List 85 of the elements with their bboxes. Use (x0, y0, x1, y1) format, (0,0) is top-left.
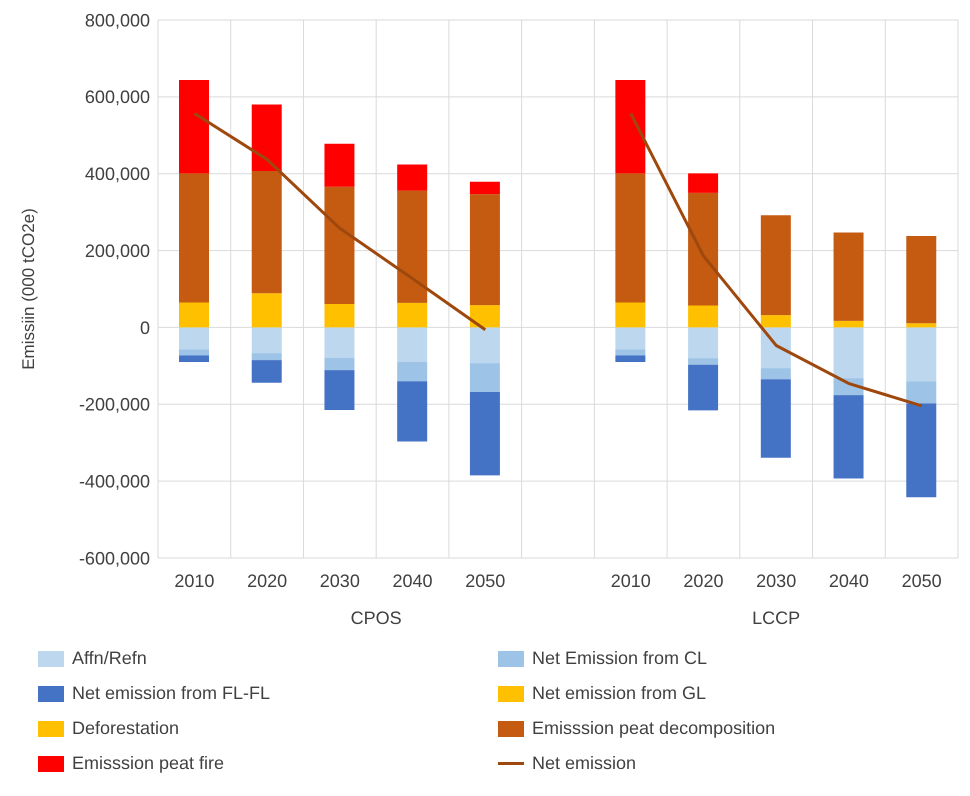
bar (760, 379, 791, 458)
y-tick-label: 600,000 (84, 87, 150, 108)
bar (252, 360, 282, 383)
bar (179, 355, 209, 362)
y-tick-label: -200,000 (78, 394, 150, 415)
bar (615, 355, 646, 362)
bar (397, 190, 428, 303)
bar (470, 392, 500, 476)
bar (470, 363, 500, 392)
text: LCCP (751, 608, 802, 629)
bar (615, 80, 646, 174)
bar (397, 302, 428, 328)
bar (760, 315, 791, 328)
legend-label: Net Emission from CL (532, 648, 708, 669)
bar (324, 358, 354, 370)
bar (615, 302, 646, 328)
x-tick-label: 2050 (465, 570, 506, 591)
bar (252, 171, 282, 294)
y-tick-label: 0 (140, 318, 150, 338)
y-tick-label: 800,000 (84, 10, 150, 30)
bar (179, 173, 209, 302)
x-tick-label: 2040 (828, 570, 869, 591)
x-tick-label: 2010 (174, 570, 214, 591)
bar (470, 182, 500, 194)
bar (324, 370, 354, 410)
bar (252, 327, 282, 354)
bar (397, 381, 428, 442)
x-tick-label: 2030 (320, 570, 360, 591)
bar (324, 186, 354, 304)
legend-label: Net emission (532, 753, 636, 774)
legend-label: Emisssion peat decomposition (532, 718, 776, 739)
bar (470, 305, 500, 328)
bar (324, 304, 354, 328)
bar (179, 80, 209, 174)
bar (834, 327, 864, 378)
bar (252, 353, 282, 360)
bar (760, 368, 791, 380)
x-tick-label: 2050 (902, 570, 942, 591)
bar (906, 327, 936, 382)
bar (906, 381, 936, 404)
bar (760, 327, 791, 368)
bar (179, 302, 209, 328)
bar (252, 293, 282, 328)
bar (688, 358, 718, 365)
bar (688, 364, 718, 410)
bar (179, 327, 209, 350)
x-tick-label: 2020 (683, 570, 724, 591)
bar (906, 404, 936, 498)
y-axis-title: Emissiin (000 tCO2e) (19, 208, 38, 370)
x-tick-label: 2040 (392, 570, 433, 591)
bar (470, 327, 500, 364)
x-tick-label: 2030 (756, 570, 796, 591)
bar (397, 362, 428, 382)
legend-label: Deforestation (72, 718, 180, 739)
legend-label: Emisssion peat fire (72, 753, 224, 774)
bar (688, 327, 718, 358)
bar (397, 164, 428, 191)
bar (688, 173, 718, 193)
y-tick-label: -400,000 (78, 472, 150, 492)
x-tick-label: 2020 (247, 570, 288, 591)
bar (906, 236, 936, 324)
bar (324, 144, 354, 187)
bar (906, 323, 936, 328)
bar (252, 104, 282, 172)
bar (179, 349, 209, 356)
bar (834, 320, 864, 328)
text: CPOS (350, 608, 403, 629)
legend-label: Net emission from FL-FL (72, 683, 270, 704)
legend-label: Net emission from GL (532, 683, 706, 704)
bar (688, 306, 718, 328)
bar (834, 232, 864, 321)
bar (615, 327, 646, 350)
bar (397, 327, 428, 362)
bar (834, 395, 864, 478)
legend-label: Affn/Refn (72, 648, 147, 669)
bar (615, 349, 646, 356)
x-tick-label: 2010 (610, 570, 651, 591)
bar (688, 192, 718, 306)
y-tick-label: 200,000 (84, 240, 150, 261)
y-tick-label: 400,000 (84, 164, 150, 184)
bar (470, 194, 500, 306)
bar (615, 173, 646, 302)
bar (760, 215, 791, 316)
bar (324, 327, 354, 358)
y-tick-label: -600,000 (78, 548, 150, 568)
